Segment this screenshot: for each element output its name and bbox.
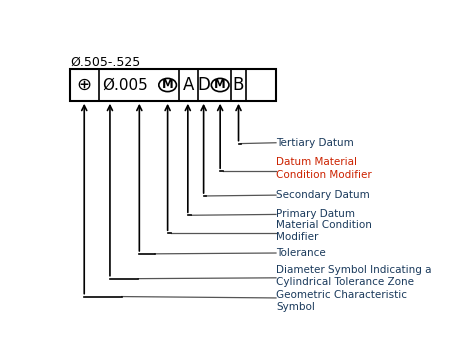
Text: A: A bbox=[183, 76, 194, 94]
Text: Tertiary Datum: Tertiary Datum bbox=[276, 138, 354, 148]
Text: Diameter Symbol Indicating a
Cylindrical Tolerance Zone: Diameter Symbol Indicating a Cylindrical… bbox=[276, 265, 431, 287]
Text: M: M bbox=[214, 78, 226, 92]
Text: Primary Datum: Primary Datum bbox=[276, 209, 355, 219]
Text: Ø.505-.525: Ø.505-.525 bbox=[70, 55, 140, 68]
Text: B: B bbox=[233, 76, 244, 94]
Text: M: M bbox=[162, 78, 173, 92]
Text: ⊕: ⊕ bbox=[77, 76, 92, 94]
Text: Material Condition
Modifier: Material Condition Modifier bbox=[276, 220, 372, 242]
Text: Tolerance: Tolerance bbox=[276, 248, 326, 258]
Text: Ø.005: Ø.005 bbox=[102, 77, 148, 92]
Text: Datum Material
Condition Modifier: Datum Material Condition Modifier bbox=[276, 157, 372, 180]
Text: Geometric Characteristic
Symbol: Geometric Characteristic Symbol bbox=[276, 290, 407, 312]
Text: D: D bbox=[197, 76, 210, 94]
FancyBboxPatch shape bbox=[70, 69, 276, 101]
Text: Secondary Datum: Secondary Datum bbox=[276, 190, 370, 200]
